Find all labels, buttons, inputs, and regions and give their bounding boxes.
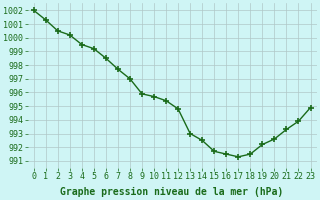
- X-axis label: Graphe pression niveau de la mer (hPa): Graphe pression niveau de la mer (hPa): [60, 186, 284, 197]
